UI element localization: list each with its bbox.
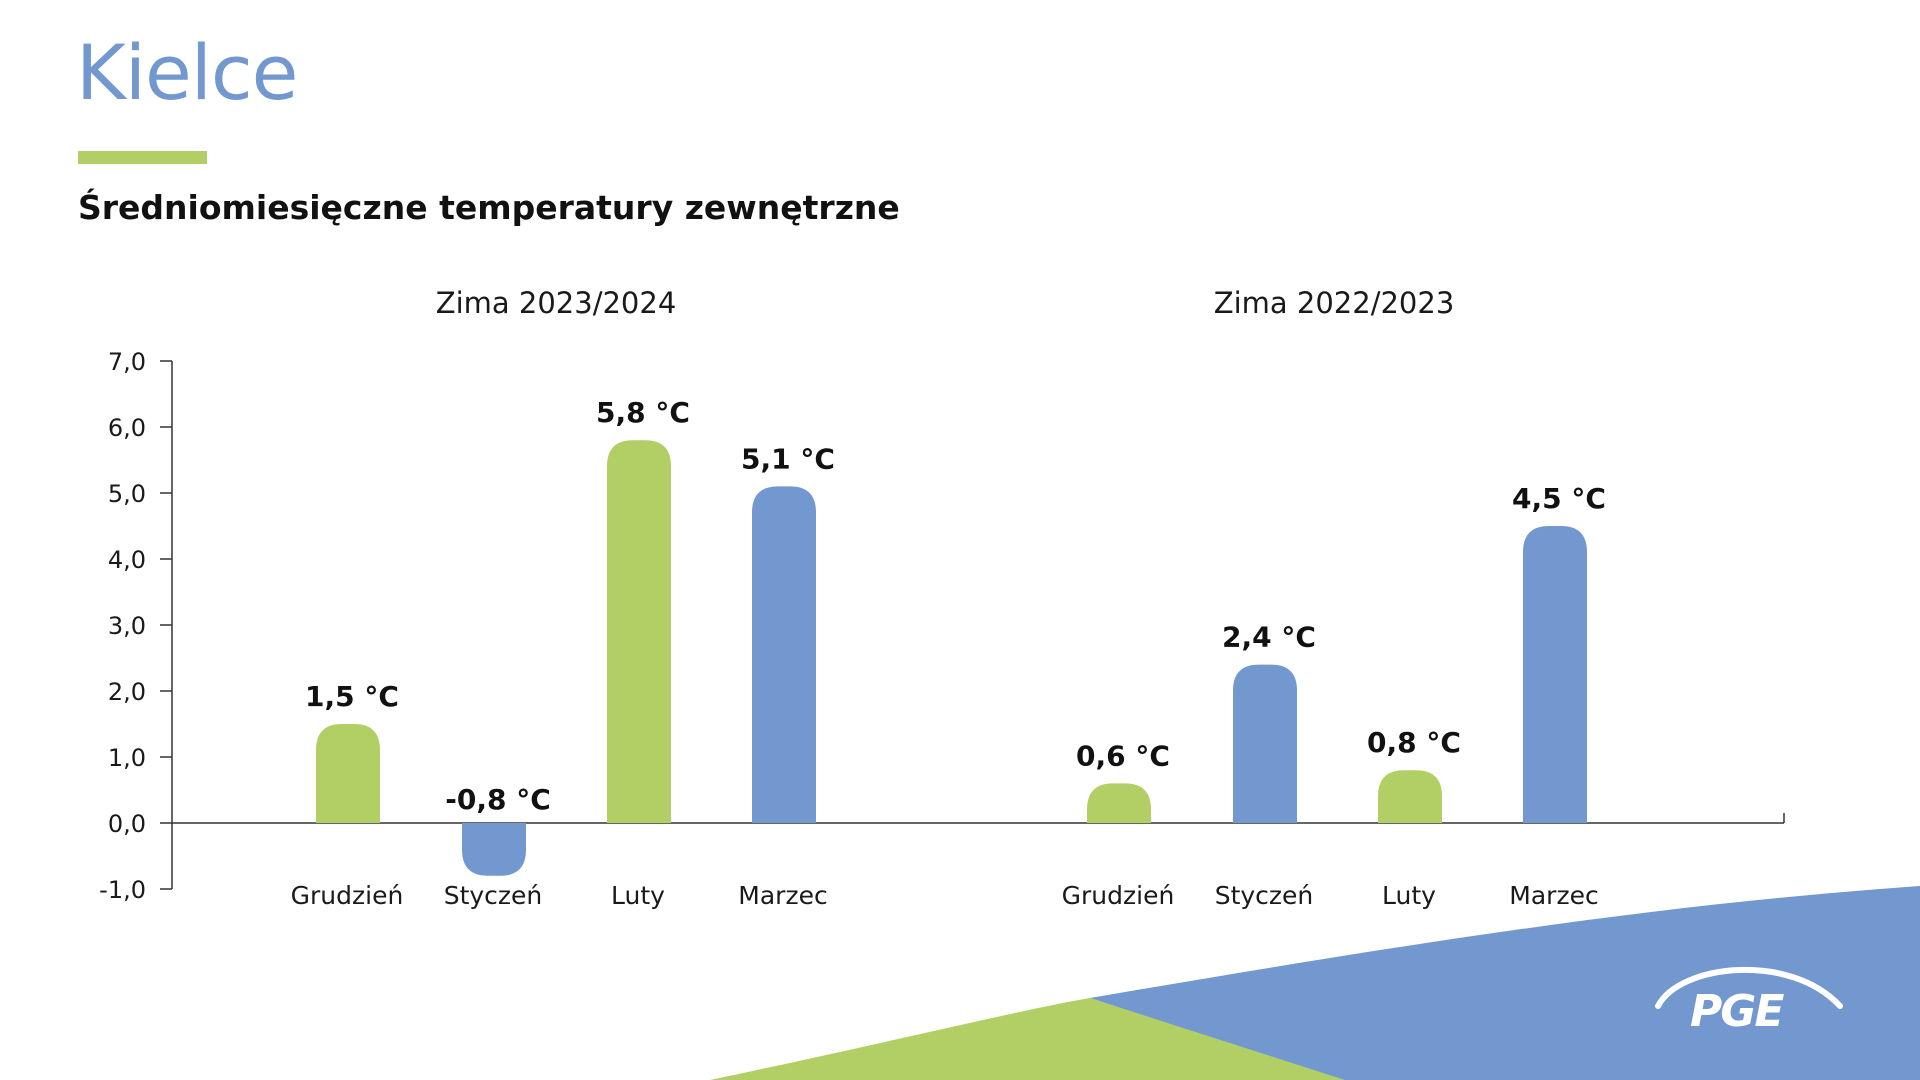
bar-value-label: 0,8 °C xyxy=(1367,726,1461,759)
bar-value-label: 1,5 °C xyxy=(305,680,399,713)
category-label: Grudzień xyxy=(1062,881,1175,910)
chart-subtitle: Średniomiesięczne temperatury zewnętrzne xyxy=(78,188,900,227)
bar-value-label: 5,1 °C xyxy=(741,442,835,475)
bar-value-label: 5,8 °C xyxy=(596,396,690,429)
category-label: Styczeń xyxy=(1215,881,1314,910)
y-tick-label: 7,0 xyxy=(108,348,146,376)
category-label: Marzec xyxy=(1509,881,1598,910)
bar-0-2 xyxy=(607,440,671,823)
category-label: Grudzień xyxy=(291,881,404,910)
bar-value-label: 4,5 °C xyxy=(1512,482,1606,515)
y-tick-label: 2,0 xyxy=(108,678,146,706)
bar-0-3 xyxy=(752,486,816,823)
logo-arc-icon xyxy=(1655,952,1843,1009)
group-title-2023-2024: Zima 2023/2024 xyxy=(435,286,677,320)
bar-1-2 xyxy=(1378,770,1442,823)
title-accent-rule xyxy=(78,151,207,164)
y-tick-label: 6,0 xyxy=(108,414,146,442)
green-wave-shape xyxy=(710,998,1350,1080)
logo-text: PGE xyxy=(1690,986,1784,1037)
y-tick-label: 5,0 xyxy=(108,480,146,508)
bar-1-3 xyxy=(1523,526,1587,823)
bar-1-0 xyxy=(1087,783,1151,823)
y-tick-label: 4,0 xyxy=(108,546,146,574)
pge-logo: PGE xyxy=(1640,944,1850,1044)
y-tick-label: 0,0 xyxy=(108,810,146,838)
category-label: Luty xyxy=(1382,881,1436,910)
group-title-2022-2023: Zima 2022/2023 xyxy=(1213,286,1455,320)
bar-0-1 xyxy=(462,823,526,876)
category-label: Styczeń xyxy=(444,881,543,910)
bar-0-0 xyxy=(316,724,380,823)
page-title: Kielce xyxy=(76,28,298,117)
bar-value-label: -0,8 °C xyxy=(445,783,551,816)
bar-1-1 xyxy=(1233,664,1297,823)
y-tick-label: -1,0 xyxy=(99,876,146,904)
y-tick-label: 3,0 xyxy=(108,612,146,640)
blue-wave-shape xyxy=(1090,886,1920,1080)
category-label: Marzec xyxy=(738,881,827,910)
y-tick-label: 1,0 xyxy=(108,744,146,772)
bar-value-label: 0,6 °C xyxy=(1076,739,1170,772)
bar-value-label: 2,4 °C xyxy=(1222,621,1316,654)
category-label: Luty xyxy=(611,881,665,910)
